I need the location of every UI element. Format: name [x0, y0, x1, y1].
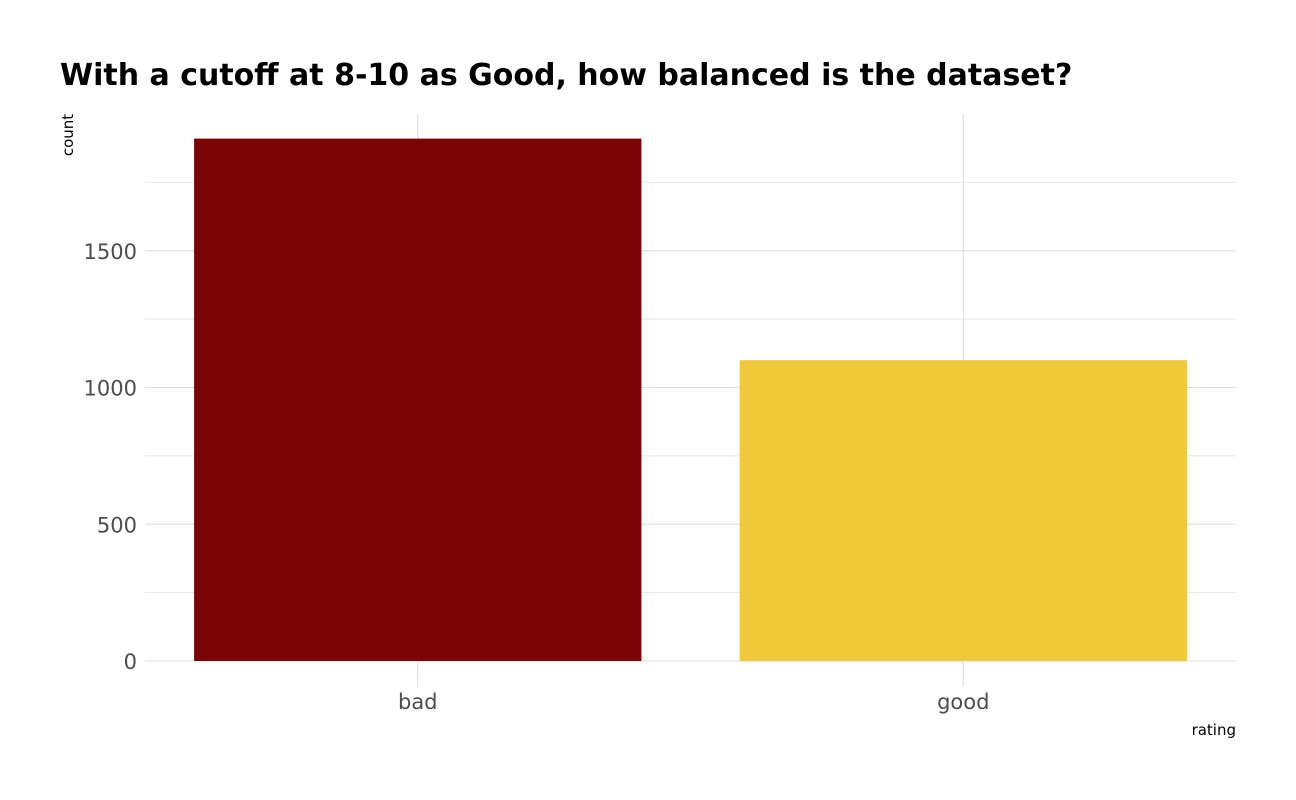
bar-bad	[194, 138, 642, 662]
y-axis-ticks: 0 500 1000 1500	[84, 240, 137, 674]
y-tick-label: 1000	[84, 377, 137, 401]
y-axis-title: count	[59, 114, 77, 156]
y-tick-label: 0	[124, 650, 137, 674]
x-tick-label: bad	[398, 690, 438, 714]
x-axis-title: rating	[1192, 721, 1236, 739]
bar-good	[739, 360, 1187, 661]
x-axis-ticks: bad good	[398, 690, 989, 714]
y-tick-label: 500	[97, 513, 137, 537]
y-tick-label: 1500	[84, 240, 137, 264]
chart-title: With a cutoff at 8-10 as Good, how balan…	[60, 58, 1072, 93]
x-tick-label: good	[937, 690, 989, 714]
bars	[194, 138, 1187, 662]
